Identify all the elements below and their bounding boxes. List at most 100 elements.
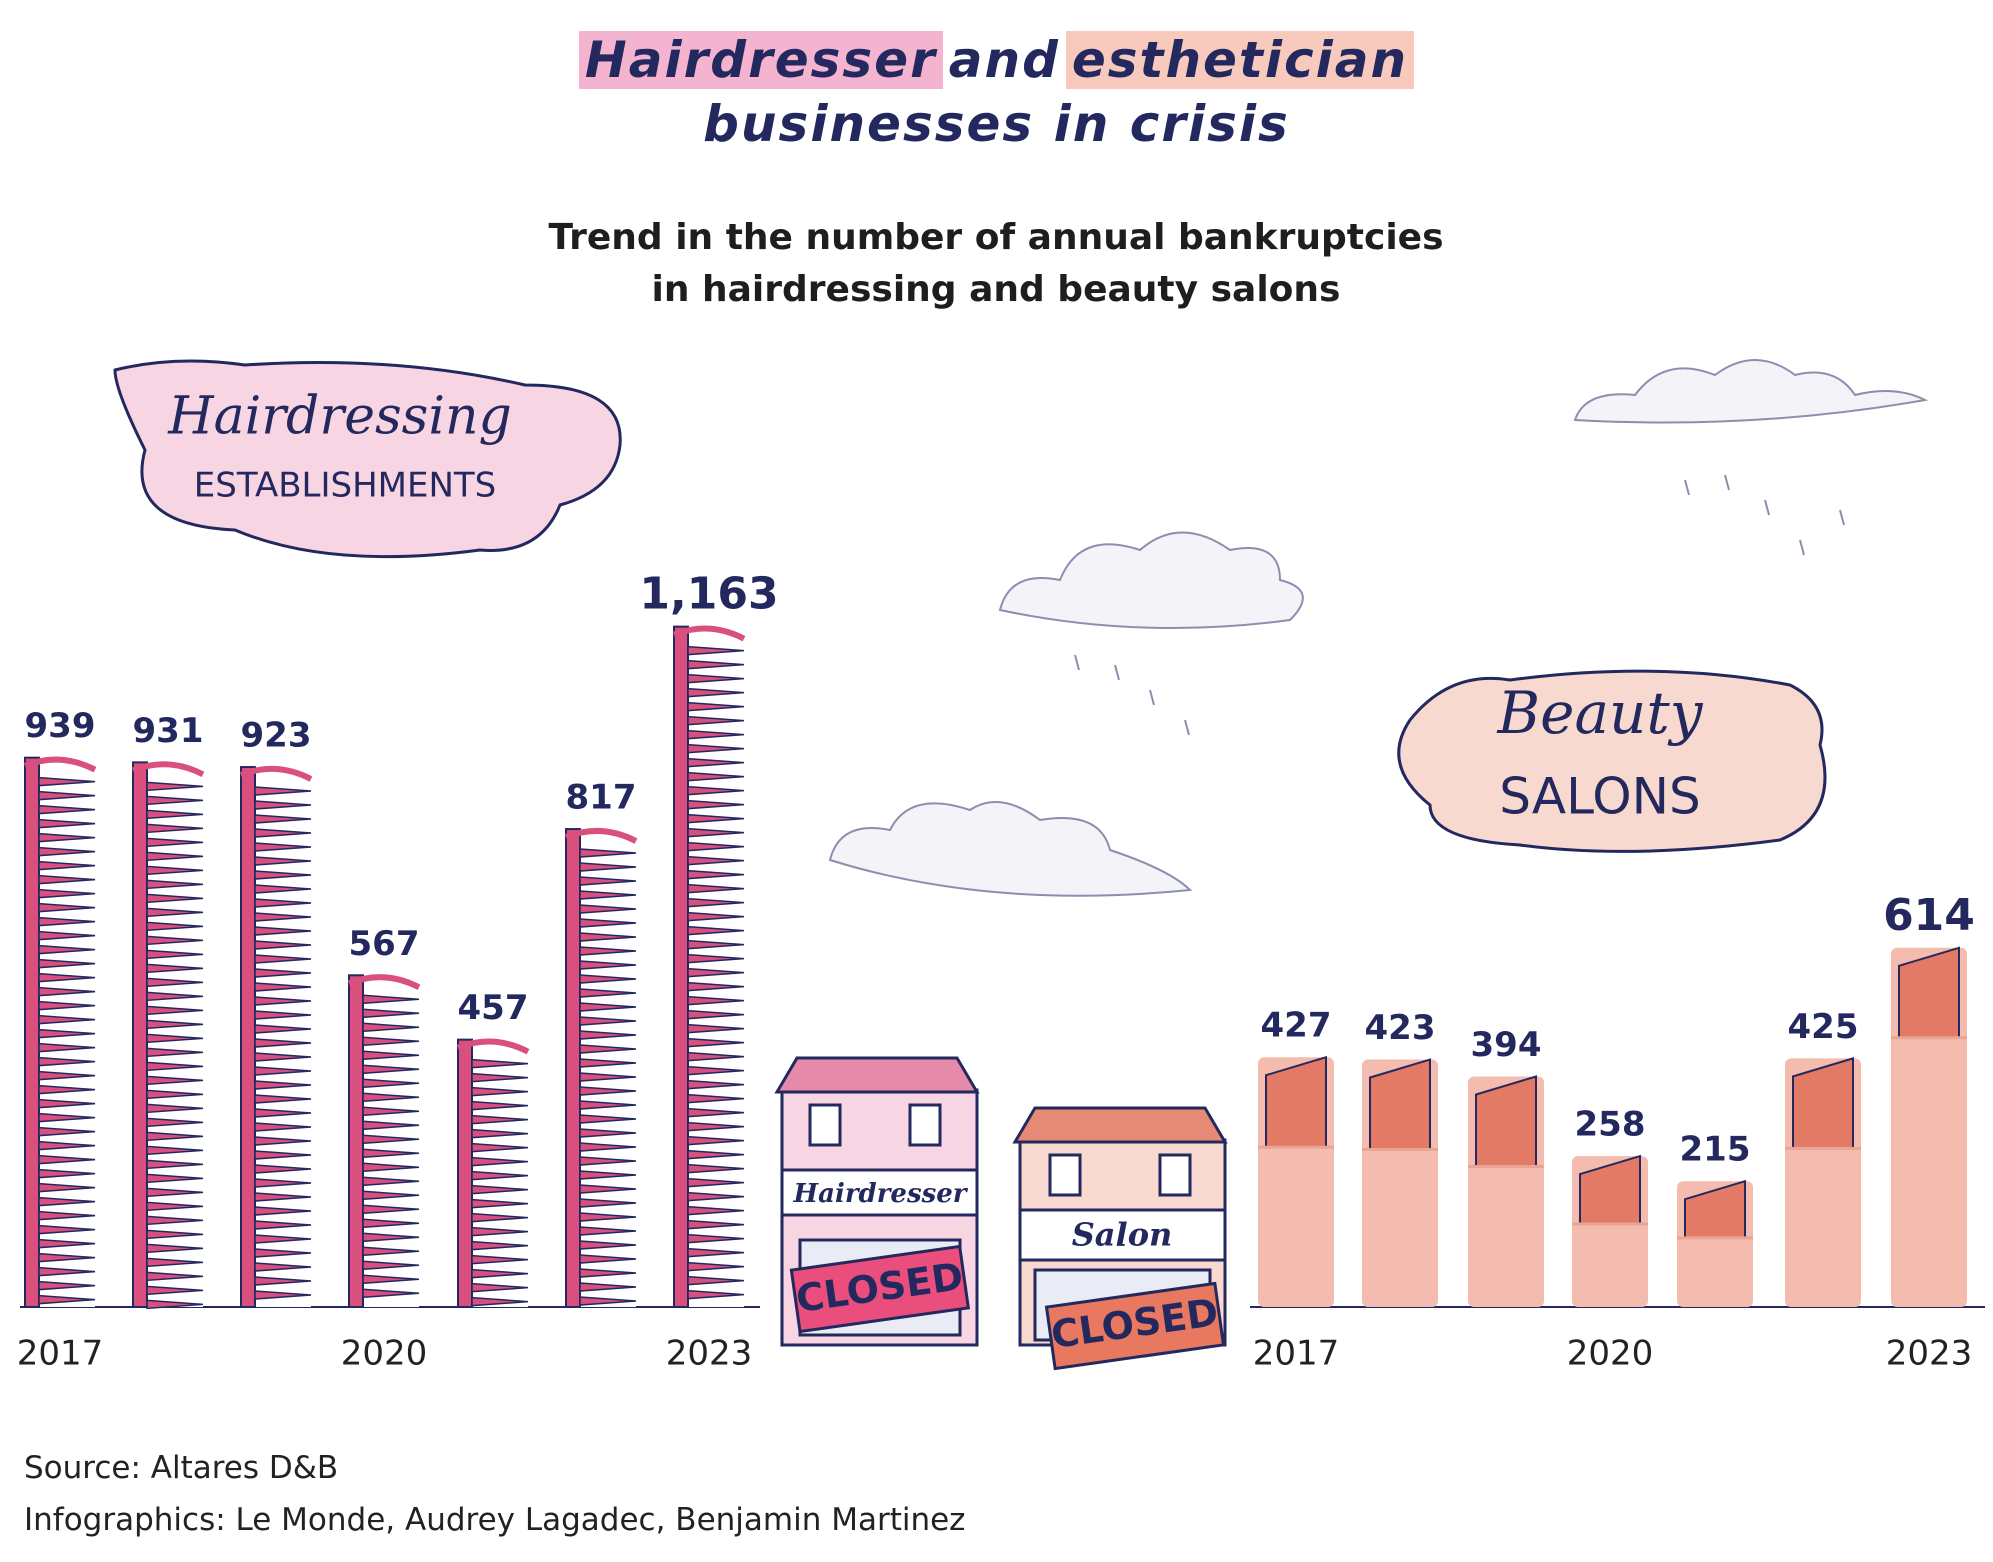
comb-top xyxy=(564,827,638,844)
comb-tooth xyxy=(146,1047,204,1058)
comb-tooth xyxy=(579,1016,637,1026)
comb-tooth xyxy=(687,939,745,950)
comb-tooth xyxy=(579,1184,637,1194)
comb-tooth xyxy=(687,1191,745,1202)
comb-tooth xyxy=(579,848,637,858)
comb-tooth xyxy=(687,981,745,992)
subtitle: Trend in the number of annual bankruptci… xyxy=(548,217,1444,310)
chart-subtitle: ESTABLISHMENTS xyxy=(194,466,497,506)
comb-tooth xyxy=(146,991,204,1002)
comb-tooth xyxy=(254,1094,312,1104)
comb-tooth xyxy=(146,921,204,932)
comb-tooth xyxy=(254,1276,312,1286)
value-label: 614 xyxy=(1883,890,1975,941)
comb-tooth xyxy=(38,888,96,899)
comb-tooth xyxy=(254,926,312,936)
comb-tooth xyxy=(254,1234,312,1244)
comb-top xyxy=(131,761,205,778)
comb-tooth xyxy=(146,1145,204,1156)
comb-tooth xyxy=(579,1254,637,1264)
comb-tooth xyxy=(146,1299,204,1310)
comb-tooth xyxy=(471,1170,529,1181)
comb-tooth xyxy=(579,1002,637,1012)
comb-tooth xyxy=(687,1205,745,1216)
comb-tooth xyxy=(579,988,637,998)
comb-tooth xyxy=(687,1023,745,1034)
comb-tooth xyxy=(471,1198,529,1209)
comb-tooth xyxy=(687,743,745,754)
comb-tooth xyxy=(254,1038,312,1048)
comb-tooth xyxy=(254,968,312,978)
comb-tooth xyxy=(146,977,204,988)
comb-tooth xyxy=(38,1098,96,1109)
comb-tooth xyxy=(254,1080,312,1090)
value-label: 423 xyxy=(1365,1008,1436,1048)
comb-tooth xyxy=(579,1114,637,1124)
comb-tooth xyxy=(362,1176,420,1187)
comb-tooth xyxy=(146,1117,204,1128)
value-label: 931 xyxy=(133,711,204,751)
comb-tooth xyxy=(687,1065,745,1076)
value-label: 567 xyxy=(349,924,420,964)
comb-spine xyxy=(565,828,581,1308)
comb-tooth xyxy=(362,1246,420,1257)
comb-tooth xyxy=(38,1140,96,1151)
comb-tooth xyxy=(38,1084,96,1095)
comb-tooth xyxy=(38,902,96,913)
comb-tooth xyxy=(362,1106,420,1117)
comb-spine xyxy=(132,761,148,1308)
comb-tooth xyxy=(687,1009,745,1020)
comb-tooth xyxy=(471,1268,529,1279)
comb-tooth xyxy=(471,1282,529,1293)
value-label: 215 xyxy=(1680,1130,1751,1170)
comb-tooth xyxy=(254,884,312,894)
comb-tooth xyxy=(687,701,745,712)
comb-tooth xyxy=(471,1100,529,1111)
comb-tooth xyxy=(254,1108,312,1118)
comb-tooth xyxy=(254,982,312,992)
comb-tooth xyxy=(687,925,745,936)
comb-tooth xyxy=(38,930,96,941)
comb-tooth xyxy=(687,1261,745,1272)
comb-tooth xyxy=(38,1154,96,1165)
comb-tooth xyxy=(146,781,204,792)
comb-tooth xyxy=(471,1254,529,1265)
comb-tooth xyxy=(687,855,745,866)
comb-top xyxy=(23,756,97,773)
comb-tooth xyxy=(38,874,96,885)
comb-tooth xyxy=(254,954,312,964)
comb-tooth xyxy=(687,967,745,978)
comb-tooth xyxy=(579,946,637,956)
comb-tooth xyxy=(579,1156,637,1166)
comb-tooth xyxy=(146,879,204,890)
comb-tooth xyxy=(38,1000,96,1011)
comb-tooth xyxy=(687,813,745,824)
comb-tooth xyxy=(254,828,312,838)
comb-tooth xyxy=(471,1086,529,1097)
comb-tooth xyxy=(38,1126,96,1137)
shop xyxy=(774,1056,980,1347)
comb-tooth xyxy=(146,1229,204,1240)
comb-spine xyxy=(240,766,256,1308)
comb-tooth xyxy=(146,795,204,806)
comb-tooth xyxy=(38,1112,96,1123)
value-label: 817 xyxy=(566,778,637,818)
comb-tooth xyxy=(579,1058,637,1068)
comb-tooth xyxy=(687,1149,745,1160)
comb-tooth xyxy=(146,1005,204,1016)
comb-tooth xyxy=(254,1178,312,1188)
comb-tooth xyxy=(579,876,637,886)
x-tick-label: 2023 xyxy=(1886,1334,1973,1374)
comb-tooth xyxy=(362,1148,420,1159)
title-part: Hairdresser xyxy=(578,31,943,89)
comb-tooth xyxy=(579,918,637,928)
comb-tooth xyxy=(146,1159,204,1170)
comb-tooth xyxy=(471,1072,529,1083)
comb-tooth xyxy=(687,771,745,782)
comb-tooth xyxy=(146,1187,204,1198)
comb-spine xyxy=(673,625,689,1308)
comb-tooth xyxy=(146,935,204,946)
x-tick-label: 2023 xyxy=(666,1334,753,1374)
comb-tooth xyxy=(579,960,637,970)
